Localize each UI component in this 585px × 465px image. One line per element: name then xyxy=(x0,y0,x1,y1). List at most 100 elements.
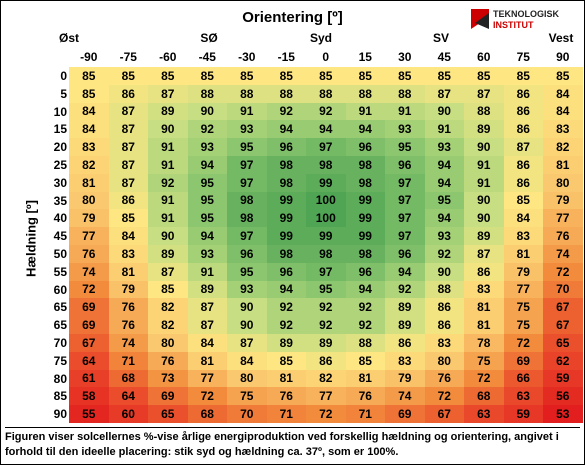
heat-cell: 74 xyxy=(385,387,425,406)
heat-cell: 80 xyxy=(69,191,109,210)
heat-cell: 86 xyxy=(503,84,543,103)
heat-cell: 89 xyxy=(266,334,306,352)
row-header: 60 xyxy=(53,282,67,297)
heat-cell: 70 xyxy=(227,405,267,423)
heat-cell: 93 xyxy=(424,227,464,245)
heat-cell: 98 xyxy=(345,173,385,192)
row-header: 25 xyxy=(53,158,67,172)
heat-cell: 71 xyxy=(266,405,306,423)
heat-cell: 84 xyxy=(69,120,109,139)
heat-cell: 98 xyxy=(266,156,306,174)
heat-cell: 69 xyxy=(69,298,109,317)
logo: TEKNOLOGISK INSTITUT xyxy=(471,7,571,33)
heat-cell: 94 xyxy=(187,227,227,245)
heat-cell: 97 xyxy=(385,227,425,245)
heat-cell: 69 xyxy=(148,387,188,406)
heat-cell: 96 xyxy=(266,138,306,156)
row-header: 0 xyxy=(60,69,67,83)
heat-cell: 85 xyxy=(345,67,385,85)
heat-cell: 81 xyxy=(464,316,504,334)
heat-cell: 94 xyxy=(345,120,385,139)
heat-cell: 97 xyxy=(385,209,425,228)
heat-cell: 91 xyxy=(148,191,188,210)
logo-text: TEKNOLOGISK xyxy=(493,9,560,19)
heat-cell: 99 xyxy=(306,173,346,192)
heat-cell: 77 xyxy=(69,227,109,245)
heat-cell: 84 xyxy=(543,102,583,121)
heat-cell: 85 xyxy=(464,67,504,85)
heat-cell: 82 xyxy=(543,138,583,156)
heat-cell: 88 xyxy=(187,84,227,103)
heat-cell: 92 xyxy=(187,120,227,139)
heat-cell: 85 xyxy=(227,67,267,85)
heat-cell: 92 xyxy=(148,173,188,192)
heat-cell: 99 xyxy=(345,191,385,210)
heat-cell: 77 xyxy=(503,280,543,299)
heat-cell: 97 xyxy=(227,156,267,174)
heat-cell: 76 xyxy=(108,298,148,317)
heat-cell: 87 xyxy=(464,84,504,103)
row-header: 75 xyxy=(53,353,67,368)
column-header: -30 xyxy=(238,50,256,64)
heat-cell: 90 xyxy=(187,102,227,121)
heat-cell: 86 xyxy=(306,351,346,370)
heat-cell: 100 xyxy=(306,209,346,228)
heat-cell: 83 xyxy=(69,138,109,156)
heat-cell: 90 xyxy=(227,316,267,334)
heat-cell: 84 xyxy=(108,227,148,245)
heat-cell: 86 xyxy=(503,156,543,174)
heat-cell: 99 xyxy=(306,227,346,245)
heat-cell: 77 xyxy=(543,209,583,228)
heat-cell: 84 xyxy=(227,351,267,370)
heat-cell: 80 xyxy=(424,351,464,370)
heat-cell: 99 xyxy=(266,209,306,228)
row-header: 90 xyxy=(53,407,67,422)
heat-cell: 92 xyxy=(345,298,385,317)
heat-cell: 77 xyxy=(306,387,346,406)
heat-cell: 96 xyxy=(385,156,425,174)
heat-cell: 87 xyxy=(108,156,148,174)
heat-cell: 81 xyxy=(543,156,583,174)
heat-cell: 95 xyxy=(187,173,227,192)
heat-cell: 85 xyxy=(503,191,543,210)
heat-cell: 83 xyxy=(503,227,543,245)
heat-cell: 86 xyxy=(385,334,425,352)
heat-cell: 92 xyxy=(306,298,346,317)
heat-cell: 76 xyxy=(424,369,464,388)
heat-cell: 92 xyxy=(385,280,425,299)
heat-cell: 98 xyxy=(266,245,306,263)
heat-cell: 72 xyxy=(503,334,543,352)
heat-cell: 75 xyxy=(503,298,543,317)
heat-cell: 81 xyxy=(108,262,148,281)
row-header: 65 xyxy=(53,318,67,333)
heat-cell: 92 xyxy=(306,102,346,121)
heat-cell: 94 xyxy=(266,280,306,299)
heat-cell: 83 xyxy=(543,120,583,139)
heat-cell: 93 xyxy=(424,138,464,156)
heat-cell: 88 xyxy=(227,84,267,103)
heat-cell: 90 xyxy=(227,298,267,317)
heat-cell: 53 xyxy=(543,405,583,423)
heat-cell: 97 xyxy=(227,227,267,245)
heat-cell: 92 xyxy=(424,245,464,263)
heat-cell: 80 xyxy=(227,369,267,388)
heat-cell: 88 xyxy=(345,334,385,352)
heat-cell: 99 xyxy=(266,191,306,210)
title: Orientering [º] xyxy=(242,9,343,26)
column-header: 45 xyxy=(437,50,451,64)
heat-cell: 85 xyxy=(187,67,227,85)
heat-cell: 96 xyxy=(345,262,385,281)
row-header: 30 xyxy=(53,175,67,190)
heat-cell: 84 xyxy=(187,334,227,352)
heat-cell: 97 xyxy=(306,138,346,156)
row-header: 10 xyxy=(53,104,67,119)
heat-cell: 76 xyxy=(543,227,583,245)
heat-cell: 69 xyxy=(503,351,543,370)
heat-cell: 90 xyxy=(464,209,504,228)
heat-cell: 98 xyxy=(227,209,267,228)
heat-cell: 76 xyxy=(148,351,188,370)
heat-cell: 65 xyxy=(543,334,583,352)
heat-cell: 88 xyxy=(424,280,464,299)
column-header: 90 xyxy=(556,50,570,64)
heat-cell: 87 xyxy=(148,84,188,103)
